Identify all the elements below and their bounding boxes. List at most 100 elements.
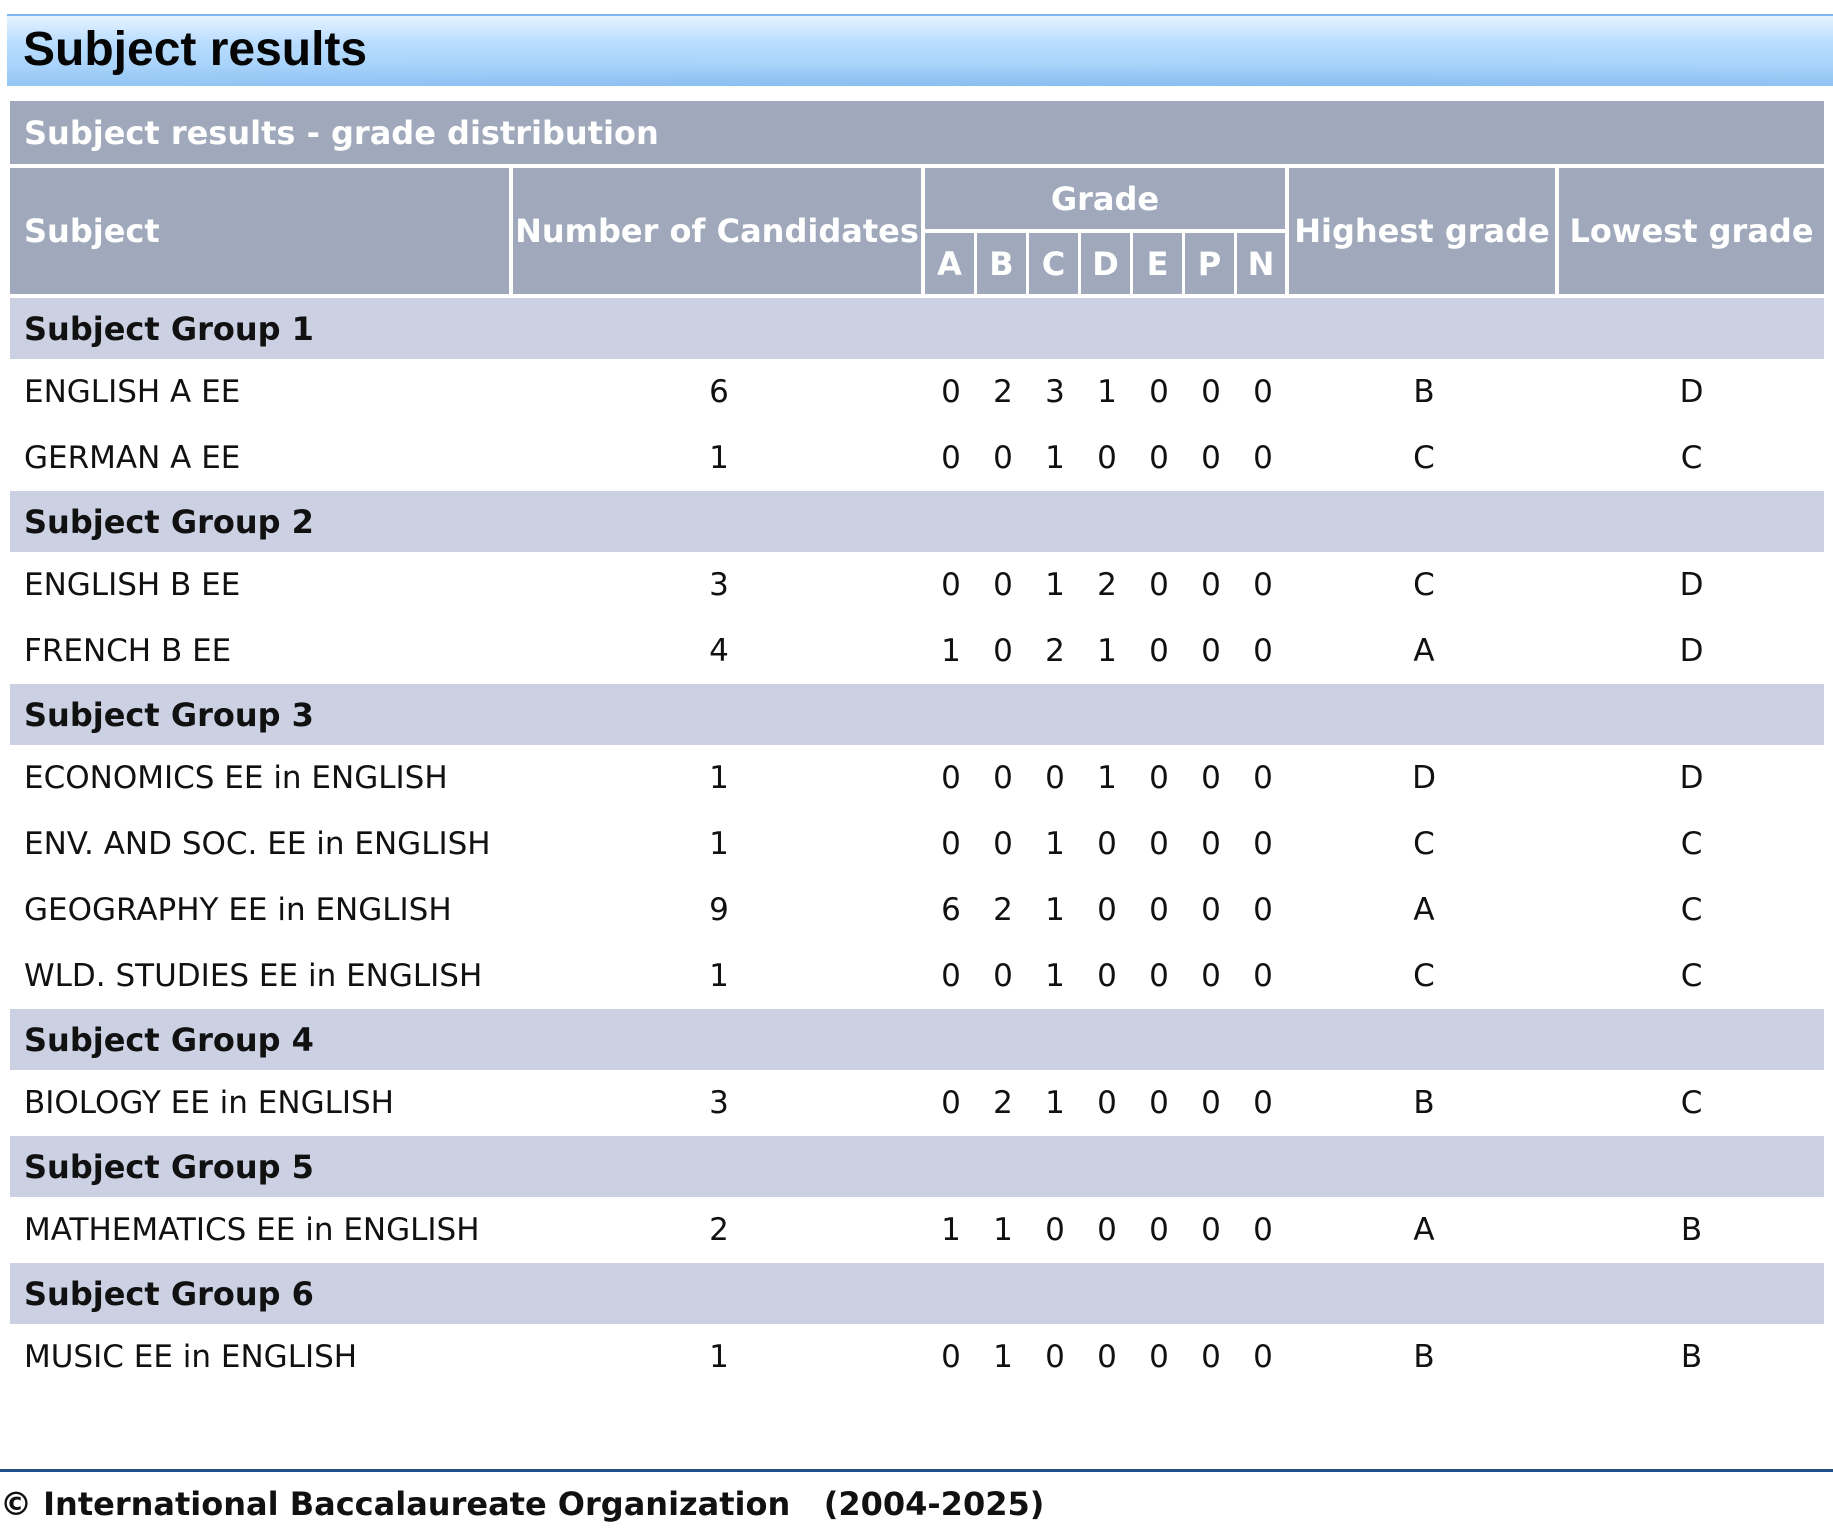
grade-n-header: N <box>1237 233 1289 294</box>
grade-c-count: 0 <box>1029 1197 1081 1263</box>
subject-group-heading: Subject Group 2 <box>10 491 1825 552</box>
grade-b-header: B <box>977 233 1029 294</box>
grade-b-count: 1 <box>977 1197 1029 1263</box>
lowest-grade: D <box>1559 359 1825 425</box>
highest-grade: A <box>1289 1197 1559 1263</box>
grade-b-count: 0 <box>977 811 1029 877</box>
page-header-banner: Subject results <box>7 14 1833 86</box>
grade-p-count: 0 <box>1185 618 1237 684</box>
grade-n-count: 0 <box>1237 943 1289 1009</box>
grade-p-count: 0 <box>1185 811 1237 877</box>
subject-name: ENGLISH B EE <box>10 552 513 618</box>
grade-n-count: 0 <box>1237 552 1289 618</box>
table-row: ENV. AND SOC. EE in ENGLISH 1 0 0 1 0 0 … <box>10 811 1825 877</box>
subject-name: BIOLOGY EE in ENGLISH <box>10 1070 513 1136</box>
table-row: MUSIC EE in ENGLISH 1 0 1 0 0 0 0 0 B B <box>10 1324 1825 1390</box>
highest-grade: C <box>1289 943 1559 1009</box>
header-divider <box>10 294 1825 298</box>
grade-d-count: 1 <box>1081 745 1133 811</box>
grade-p-count: 0 <box>1185 943 1237 1009</box>
table-row: MATHEMATICS EE in ENGLISH 2 1 1 0 0 0 0 … <box>10 1197 1825 1263</box>
grade-c-count: 1 <box>1029 811 1081 877</box>
lowest-grade-column-header: Lowest grade <box>1559 168 1825 294</box>
grade-b-count: 0 <box>977 425 1029 491</box>
subject-name: GEOGRAPHY EE in ENGLISH <box>10 877 513 943</box>
highest-grade: C <box>1289 425 1559 491</box>
grade-e-count: 0 <box>1133 811 1185 877</box>
grade-d-count: 2 <box>1081 552 1133 618</box>
subject-group-heading: Subject Group 6 <box>10 1263 1825 1324</box>
lowest-grade: C <box>1559 425 1825 491</box>
grade-d-count: 0 <box>1081 1197 1133 1263</box>
candidate-count: 1 <box>513 1324 925 1390</box>
grade-a-count: 0 <box>925 1324 977 1390</box>
subject-name: GERMAN A EE <box>10 425 513 491</box>
candidate-count: 2 <box>513 1197 925 1263</box>
subject-name: WLD. STUDIES EE in ENGLISH <box>10 943 513 1009</box>
table-row: WLD. STUDIES EE in ENGLISH 1 0 0 1 0 0 0… <box>10 943 1825 1009</box>
subject-group-heading: Subject Group 3 <box>10 684 1825 745</box>
candidate-count: 1 <box>513 745 925 811</box>
candidate-count: 4 <box>513 618 925 684</box>
highest-grade: A <box>1289 618 1559 684</box>
grade-b-count: 2 <box>977 1070 1029 1136</box>
highest-grade-column-header: Highest grade <box>1289 168 1559 294</box>
grade-p-header: P <box>1185 233 1237 294</box>
candidate-count: 1 <box>513 811 925 877</box>
grade-c-count: 1 <box>1029 943 1081 1009</box>
grade-e-header: E <box>1133 233 1185 294</box>
grade-n-count: 0 <box>1237 811 1289 877</box>
copyright-footer: © International Baccalaureate Organizati… <box>0 1485 1045 1523</box>
grade-c-count: 1 <box>1029 877 1081 943</box>
highest-grade: B <box>1289 1070 1559 1136</box>
highest-grade: D <box>1289 745 1559 811</box>
grade-d-count: 0 <box>1081 877 1133 943</box>
grade-n-count: 0 <box>1237 425 1289 491</box>
grade-e-count: 0 <box>1133 425 1185 491</box>
grade-e-count: 0 <box>1133 877 1185 943</box>
subject-name: FRENCH B EE <box>10 618 513 684</box>
lowest-grade: C <box>1559 877 1825 943</box>
grade-e-count: 0 <box>1133 1070 1185 1136</box>
highest-grade: C <box>1289 811 1559 877</box>
subject-name: ENGLISH A EE <box>10 359 513 425</box>
grade-a-count: 6 <box>925 877 977 943</box>
grade-c-count: 1 <box>1029 425 1081 491</box>
grade-p-count: 0 <box>1185 1197 1237 1263</box>
grade-b-count: 0 <box>977 943 1029 1009</box>
grade-e-count: 0 <box>1133 1324 1185 1390</box>
grade-a-count: 0 <box>925 745 977 811</box>
grade-a-count: 1 <box>925 1197 977 1263</box>
lowest-grade: B <box>1559 1324 1825 1390</box>
grade-p-count: 0 <box>1185 745 1237 811</box>
grade-d-count: 1 <box>1081 359 1133 425</box>
lowest-grade: C <box>1559 1070 1825 1136</box>
grade-b-count: 2 <box>977 877 1029 943</box>
lowest-grade: D <box>1559 552 1825 618</box>
grade-b-count: 1 <box>977 1324 1029 1390</box>
grade-c-count: 3 <box>1029 359 1081 425</box>
candidates-column-header: Number of Candidates <box>513 168 925 294</box>
grade-p-count: 0 <box>1185 552 1237 618</box>
grade-n-count: 0 <box>1237 1197 1289 1263</box>
grade-a-count: 0 <box>925 425 977 491</box>
grade-a-count: 0 <box>925 811 977 877</box>
candidate-count: 1 <box>513 425 925 491</box>
grade-a-count: 0 <box>925 552 977 618</box>
table-caption: Subject results - grade distribution <box>10 101 1825 168</box>
grade-e-count: 0 <box>1133 552 1185 618</box>
grade-c-count: 1 <box>1029 1070 1081 1136</box>
table-row: ENGLISH A EE 6 0 2 3 1 0 0 0 B D <box>10 359 1825 425</box>
candidate-count: 6 <box>513 359 925 425</box>
table-row: ECONOMICS EE in ENGLISH 1 0 0 0 1 0 0 0 … <box>10 745 1825 811</box>
grade-d-count: 0 <box>1081 943 1133 1009</box>
grade-b-count: 2 <box>977 359 1029 425</box>
grade-e-count: 0 <box>1133 359 1185 425</box>
lowest-grade: B <box>1559 1197 1825 1263</box>
grade-b-count: 0 <box>977 618 1029 684</box>
table-row: GERMAN A EE 1 0 0 1 0 0 0 0 C C <box>10 425 1825 491</box>
grade-a-count: 1 <box>925 618 977 684</box>
candidate-count: 3 <box>513 1070 925 1136</box>
grade-c-count: 0 <box>1029 1324 1081 1390</box>
grade-a-header: A <box>925 233 977 294</box>
